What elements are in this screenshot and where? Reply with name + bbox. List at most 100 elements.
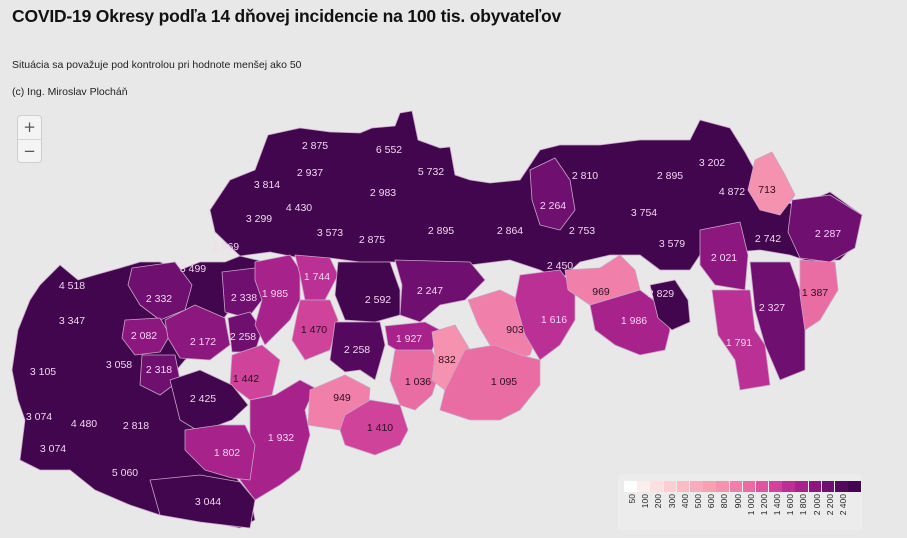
legend-label: 1 200 (758, 494, 769, 516)
legend-swatch (808, 481, 822, 492)
district-value-label: 2 818 (123, 420, 149, 432)
district-value-label: 2 332 (146, 293, 172, 305)
legend-swatch (729, 481, 743, 492)
district-labels: 2 875 6 552 5 732 2 937 3 814 2 983 4 430 3 299… (26, 140, 841, 508)
district-value-label: 3 579 (659, 238, 685, 250)
district-2327[interactable] (749, 261, 806, 381)
district-value-label: 1 985 (262, 288, 288, 300)
district-value-label: 2 592 (365, 294, 391, 306)
district-value-label: 1 802 (214, 447, 240, 459)
district-value-label: 5 732 (418, 166, 444, 178)
district-value-label: 2 875 (302, 140, 328, 152)
credit: (c) Ing. Miroslav Plocháň (12, 86, 128, 98)
district-value-label: 832 (438, 354, 456, 366)
district-value-label: 2 753 (569, 225, 595, 237)
district-1791[interactable] (711, 289, 771, 391)
legend-label: 600 (706, 494, 717, 509)
legend-label: 300 (666, 494, 677, 509)
legend-swatch (637, 481, 650, 492)
district-value-label: 4 480 (71, 418, 97, 430)
district-2258-w[interactable] (227, 311, 263, 353)
district-value-label: 4 430 (286, 202, 312, 214)
district-value-label: 3 058 (106, 359, 132, 371)
district-value-label: 3 105 (30, 366, 56, 378)
district-shapes[interactable] (11, 110, 863, 529)
district-value-label: 2 969 (213, 241, 239, 253)
district-2082[interactable] (121, 317, 171, 356)
legend-label: 900 (732, 494, 743, 509)
district-value-label: 6 552 (376, 144, 402, 156)
district-2247[interactable] (394, 259, 486, 323)
legend-label: 500 (692, 494, 703, 509)
district-value-label: 2 318 (146, 364, 172, 376)
district-713[interactable] (747, 151, 796, 216)
district-value-label: 2 258 (344, 344, 370, 356)
legend-swatch (624, 481, 637, 492)
district-value-label: 3 044 (195, 496, 221, 508)
district-value-label: 3 573 (317, 227, 343, 239)
district-1387[interactable] (799, 259, 839, 331)
district-2592[interactable] (334, 261, 401, 323)
district-value-label: 3 074 (40, 443, 66, 455)
district-1802[interactable] (184, 424, 256, 481)
district-2338[interactable] (221, 267, 263, 319)
district-value-label: 2 864 (497, 225, 523, 237)
legend-swatch (795, 481, 809, 492)
district-1410[interactable] (339, 399, 409, 456)
district-1095[interactable] (439, 344, 541, 421)
district-value-label: 2 264 (540, 200, 566, 212)
district-value-label: 1 470 (301, 324, 327, 336)
district-value-label: 2 258 (230, 331, 256, 343)
district-value-label: 2 425 (190, 393, 216, 405)
district-2172[interactable] (164, 304, 231, 361)
district-value-label: 1 410 (367, 422, 393, 434)
district-2425[interactable] (169, 369, 249, 433)
subtitle: Situácia sa považuje pod kontrolou pri h… (12, 59, 302, 71)
district-3044[interactable] (149, 474, 256, 529)
district-value-label: 949 (333, 392, 351, 404)
legend-swatch (676, 481, 690, 492)
district-2264[interactable] (529, 157, 576, 231)
district-2287[interactable] (787, 194, 863, 263)
district-1616[interactable] (514, 269, 576, 361)
district-value-label: 2 338 (231, 292, 257, 304)
district-value-label: 1 036 (405, 376, 431, 388)
district-value-label: 3 299 (246, 213, 272, 225)
legend-label: 200 (653, 494, 664, 509)
district-value-label: 1 387 (802, 287, 828, 299)
district-2258-c[interactable] (329, 321, 386, 381)
legend-swatch (835, 481, 848, 492)
district-value-label: 1 744 (304, 271, 330, 283)
district-1036[interactable] (389, 349, 441, 411)
district-2332[interactable] (127, 261, 193, 321)
legend-swatch (742, 481, 756, 492)
legend-label: 50 (627, 494, 637, 504)
district-2829[interactable] (649, 279, 691, 331)
legend-swatch (755, 481, 769, 492)
legend-label: 800 (719, 494, 730, 509)
zoom-out-button[interactable]: − (18, 139, 41, 161)
district-value-label: 2 021 (711, 252, 737, 264)
district-value-label: 4 518 (59, 280, 85, 292)
legend-swatch (650, 481, 663, 492)
legend-swatch (716, 481, 729, 492)
legend-label: 2 400 (838, 494, 848, 516)
district-value-label: 3 754 (631, 207, 657, 219)
district-1986[interactable] (589, 289, 671, 356)
district-value-label: 713 (758, 184, 776, 196)
legend-label: 100 (640, 494, 651, 509)
zoom-in-button[interactable]: + (18, 116, 41, 139)
district-value-label: 1 927 (396, 333, 422, 345)
district-value-label: 1 791 (726, 337, 752, 349)
district-value-label: 4 872 (719, 186, 745, 198)
legend-label: 1 400 (772, 494, 783, 516)
district-value-label: 969 (592, 286, 610, 298)
legend-swatch (848, 481, 861, 492)
district-value-label: 5 060 (112, 467, 138, 479)
district-1470[interactable] (291, 299, 339, 361)
district-1985[interactable] (254, 254, 301, 346)
district-value-label: 2 172 (190, 336, 216, 348)
district-2318[interactable] (139, 354, 181, 396)
district-value-label: 2 810 (572, 170, 598, 182)
